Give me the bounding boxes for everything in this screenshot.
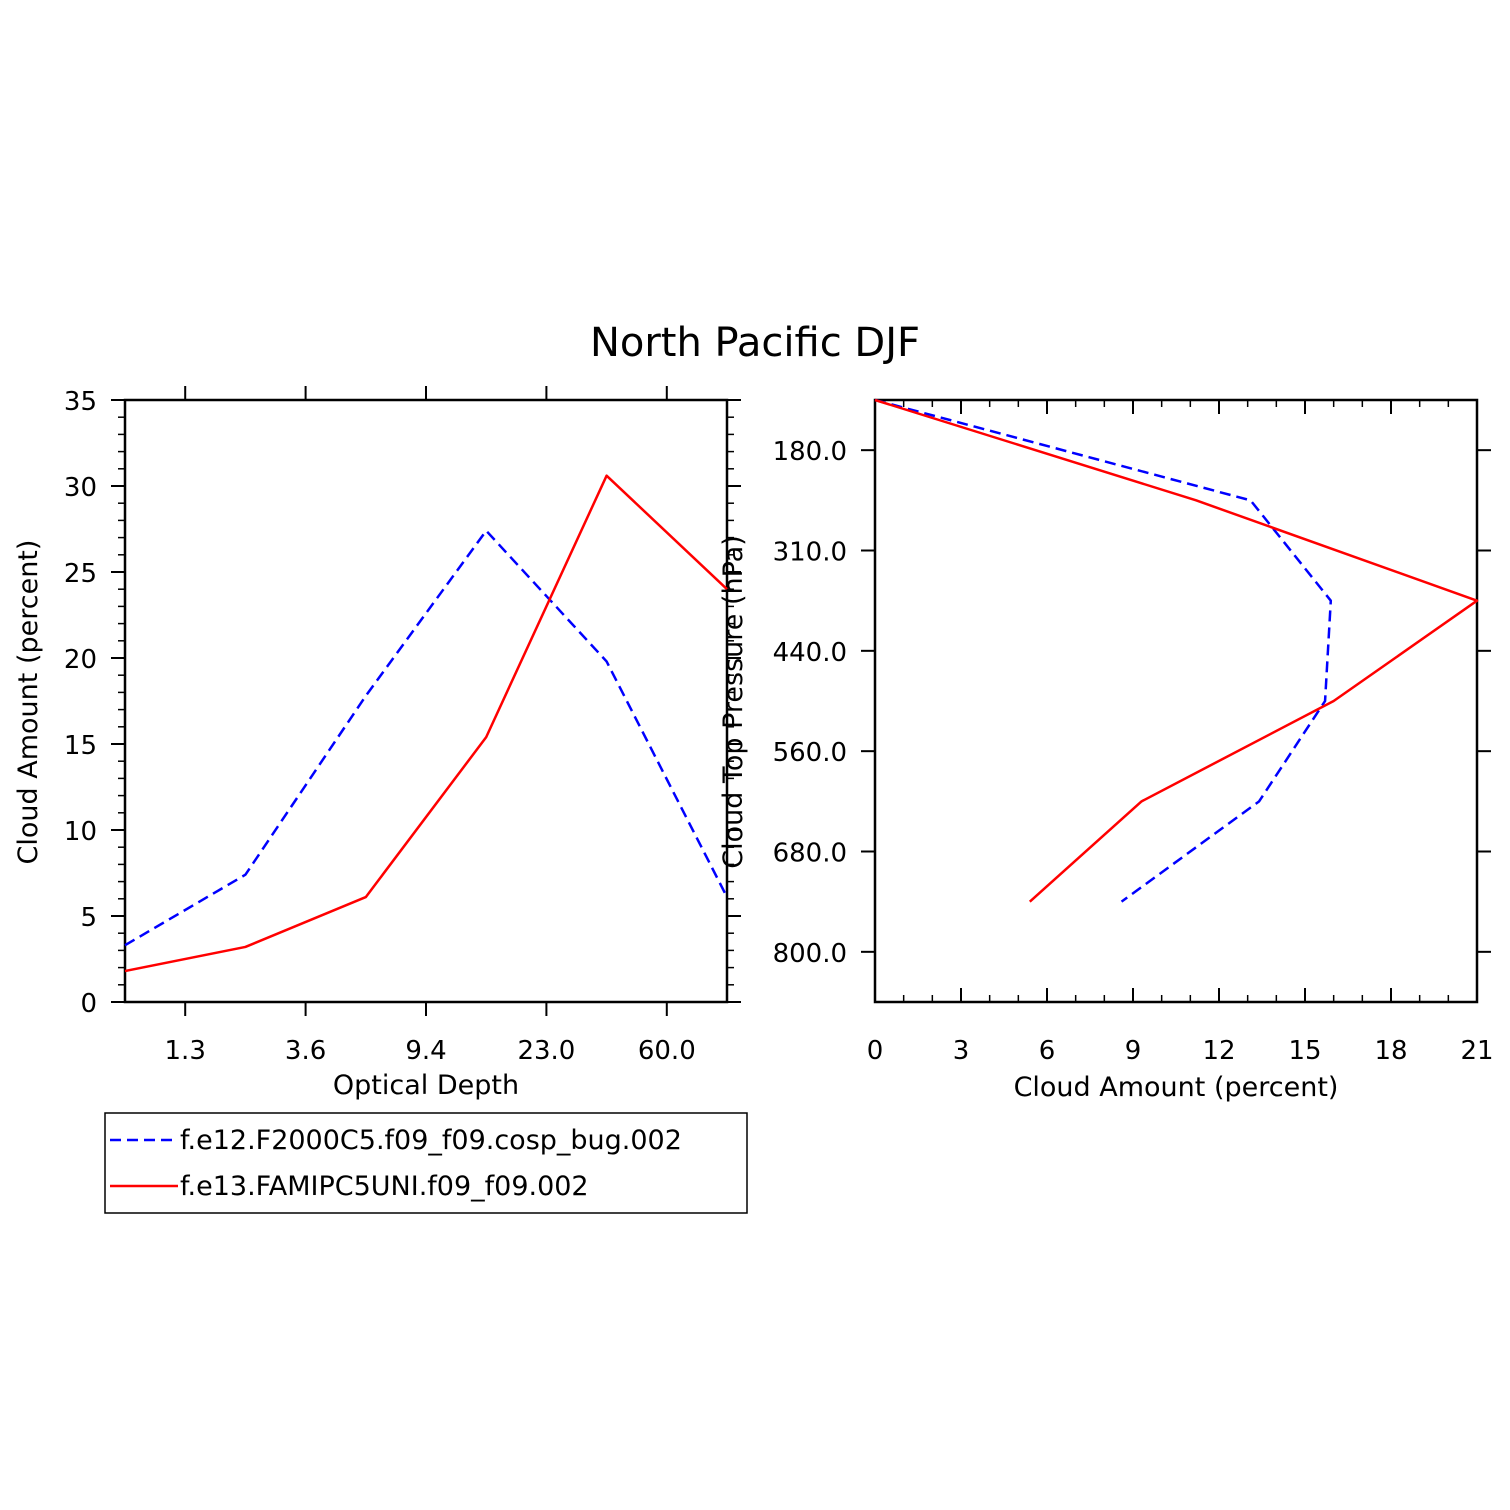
left-axes: 0 5 10 15 20 25 30 35 1.3 3.6 9.4 23.0 60.0 <box>64 386 741 1066</box>
left-y-axis-title: Cloud Amount (percent) <box>13 540 44 865</box>
left-x-tick-label: 1.3 <box>165 1036 206 1066</box>
legend-label-red: f.e13.FAMIPC5UNI.f09_f09.002 <box>180 1171 589 1202</box>
left-y-tick-label: 25 <box>64 559 97 589</box>
right-x-tick-label: 18 <box>1374 1036 1407 1066</box>
left-panel-optical-depth: 0 5 10 15 20 25 30 35 1.3 3.6 9.4 23.0 60.0 Optical … <box>13 386 741 1101</box>
right-x-tick-label: 12 <box>1202 1036 1235 1066</box>
left-x-tick-label: 60.0 <box>638 1036 696 1066</box>
right-series-line-red <box>874 398 1479 903</box>
right-x-tick-label: 9 <box>1125 1036 1142 1066</box>
left-y-tick-label: 30 <box>64 473 97 503</box>
right-x-tick-label: 3 <box>953 1036 970 1066</box>
left-x-tick-label: 3.6 <box>285 1036 326 1066</box>
left-series <box>124 474 729 973</box>
left-y-tick-label: 20 <box>64 645 97 675</box>
right-series <box>874 398 1479 903</box>
right-plot-frame <box>873 398 1479 1004</box>
right-x-tick-label: 21 <box>1460 1036 1493 1066</box>
right-series-line-blue <box>874 398 1333 903</box>
legend-box <box>104 1112 748 1214</box>
right-axes: 0 3 6 9 12 15 18 21 180.0 310.0 440.0 560.0 680.0 800… <box>773 398 1494 1066</box>
legend-label-blue: f.e12.F2000C5.f09_f09.cosp_bug.002 <box>180 1125 682 1156</box>
right-y-axis-title: Cloud Top Pressure (hPa) <box>718 535 749 869</box>
right-y-tick-label: 560.0 <box>773 738 847 768</box>
left-y-tick-label: 15 <box>64 731 97 761</box>
right-y-tick-label: 180.0 <box>773 437 847 467</box>
right-y-tick-label: 440.0 <box>773 638 847 668</box>
right-y-tick-label: 310.0 <box>773 538 847 568</box>
right-y-tick-label: 680.0 <box>773 839 847 869</box>
left-series-line-red <box>124 474 728 973</box>
right-y-tick-label: 800.0 <box>773 939 847 969</box>
right-x-tick-label: 6 <box>1039 1036 1056 1066</box>
right-x-tick-label: 0 <box>867 1036 884 1066</box>
legend: f.e12.F2000C5.f09_f09.cosp_bug.002 f.e13… <box>104 1112 748 1214</box>
right-x-tick-label: 15 <box>1288 1036 1321 1066</box>
left-y-tick-label: 5 <box>80 903 97 933</box>
left-x-tick-label: 23.0 <box>517 1036 575 1066</box>
left-y-tick-label: 10 <box>64 817 97 847</box>
right-x-axis-title: Cloud Amount (percent) <box>1014 1072 1339 1103</box>
left-y-tick-label: 0 <box>80 989 97 1019</box>
right-panel-pressure-profile: 0 3 6 9 12 15 18 21 180.0 310.0 440.0 560.0 680.0 800… <box>718 398 1494 1103</box>
left-x-tick-label: 9.4 <box>405 1036 446 1066</box>
chart-title: North Pacific DJF <box>590 320 920 366</box>
left-x-axis-title: Optical Depth <box>333 1070 519 1101</box>
left-y-tick-label: 35 <box>64 387 97 417</box>
